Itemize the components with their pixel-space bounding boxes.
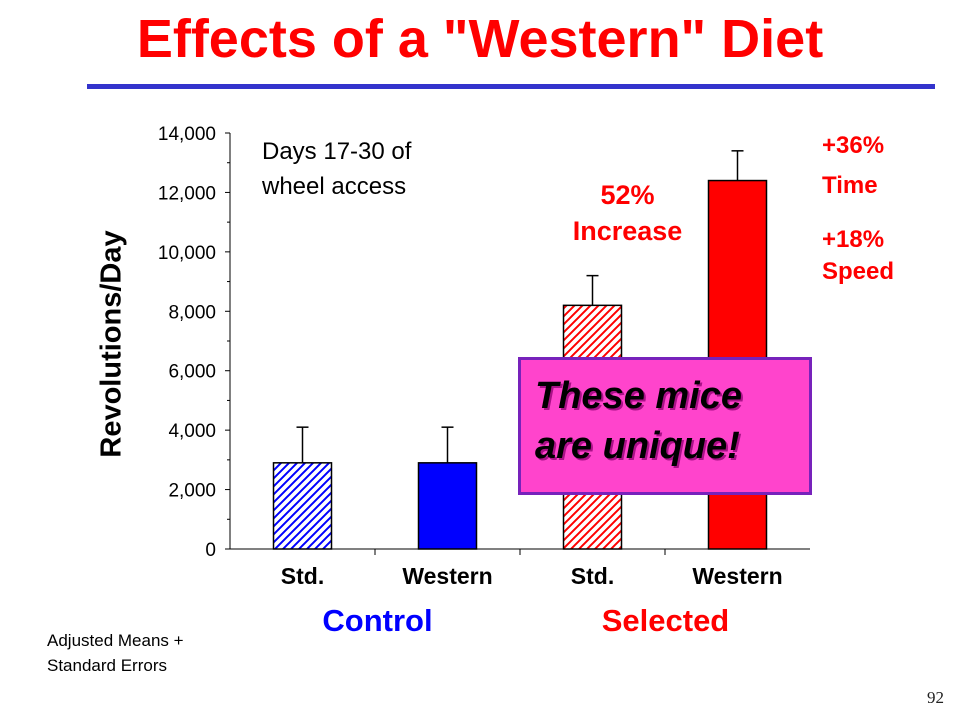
bar-0 xyxy=(272,462,333,550)
days-note-line2: wheel access xyxy=(262,173,407,200)
y-tick-label: 2,000 xyxy=(168,481,216,502)
group-label-selected: Selected xyxy=(601,603,730,638)
x-tick-label-2: Std. xyxy=(571,563,614,589)
slide-number: 92 xyxy=(927,688,944,707)
y-tick-label: 4,000 xyxy=(168,421,216,442)
increase-pct: 52% xyxy=(600,180,655,210)
time-label: Time xyxy=(822,172,878,199)
footnote: Adjusted Means + Standard Errors xyxy=(47,628,184,678)
speed-pct: +18% xyxy=(822,226,885,253)
bar-1 xyxy=(417,462,478,550)
y-tick-label: 14,000 xyxy=(158,124,216,145)
y-tick-label: 0 xyxy=(205,540,216,561)
group-label-control: Control xyxy=(322,603,433,638)
callout-box: These mice are unique! xyxy=(518,357,812,495)
y-tick-label: 10,000 xyxy=(158,243,216,264)
y-tick-label: 6,000 xyxy=(168,362,216,383)
speed-label: Speed xyxy=(822,258,895,285)
title-rule xyxy=(87,84,935,89)
days-note-line1: Days 17-30 of xyxy=(262,138,412,165)
footnote-line1: Adjusted Means + xyxy=(47,631,184,650)
footnote-line2: Standard Errors xyxy=(47,656,167,675)
callout-line1: These mice xyxy=(535,375,742,417)
callout-line2: are unique! xyxy=(535,425,740,467)
x-tick-label-3: Western xyxy=(692,563,782,589)
x-tick-label-0: Std. xyxy=(281,563,324,589)
increase-label: Increase xyxy=(572,216,683,246)
y-tick-label: 12,000 xyxy=(158,183,216,204)
x-tick-label-1: Western xyxy=(402,563,492,589)
y-tick-label: 8,000 xyxy=(168,302,216,323)
slide-title: Effects of a "Western" Diet xyxy=(136,9,824,69)
time-pct: +36% xyxy=(822,132,885,159)
y-axis-label: Revolutions/Day xyxy=(95,230,128,458)
